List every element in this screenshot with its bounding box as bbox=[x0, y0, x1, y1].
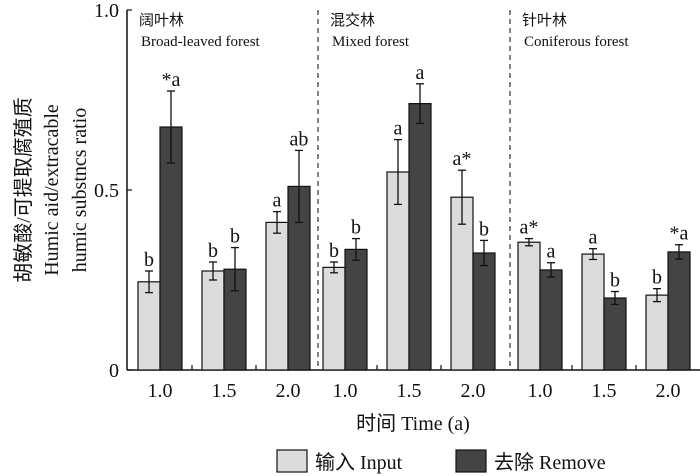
bar-input bbox=[645, 294, 669, 371]
bar-input bbox=[322, 266, 346, 371]
legend: 输入 Input 去除 Remove bbox=[276, 449, 606, 474]
legend-swatch-input bbox=[276, 449, 308, 473]
sig-label-input: b bbox=[329, 240, 339, 262]
sig-label-remove: b bbox=[230, 226, 240, 248]
sig-label-remove: ab bbox=[290, 128, 309, 150]
x-tick-label: 1.5 bbox=[397, 380, 422, 402]
group-title-cn: 针叶林 bbox=[522, 12, 567, 29]
x-tick-label: 1.5 bbox=[212, 380, 237, 402]
group-title-en: Coniferous forest bbox=[524, 34, 629, 50]
y-tick-label: 1.0 bbox=[94, 0, 119, 22]
x-tick-label: 1.5 bbox=[592, 380, 617, 402]
axes: 0 0.5 1.0 阔叶林 Broad-leaved forest 1.0 1.5 2.0 混交… bbox=[94, 0, 700, 402]
legend-label-input: 输入 Input bbox=[315, 451, 403, 474]
legend-swatch-remove bbox=[455, 449, 487, 473]
sig-label-remove: a bbox=[416, 62, 425, 84]
sig-label-input: a bbox=[394, 118, 403, 140]
sig-label-remove: b bbox=[479, 218, 489, 240]
y-axis-label: 胡敏酸/可提取腐殖质 Humic aid/extracable humic subs… bbox=[12, 97, 91, 283]
bar-input bbox=[265, 221, 289, 371]
sig-label-remove: *a bbox=[670, 223, 689, 245]
sig-label-input: a* bbox=[453, 148, 472, 170]
x-tick-label: 2.0 bbox=[461, 380, 486, 402]
legend-label-remove: 去除 Remove bbox=[494, 451, 606, 474]
sig-label-input: a bbox=[589, 227, 598, 249]
bar-remove bbox=[603, 297, 627, 371]
x-tick-label: 2.0 bbox=[276, 380, 301, 402]
y-label-line: humic substncs ratio bbox=[69, 108, 91, 272]
bar-remove bbox=[539, 269, 563, 371]
sig-label-input: b bbox=[208, 240, 218, 262]
bar-input bbox=[201, 270, 225, 371]
sig-label-input: b bbox=[652, 267, 662, 289]
group-title-cn: 混交林 bbox=[330, 11, 375, 29]
bar-input bbox=[581, 253, 605, 371]
y-tick-label: 0 bbox=[109, 360, 119, 382]
group-title-en: Broad-leaved forest bbox=[141, 34, 261, 50]
bar-remove bbox=[472, 252, 496, 371]
bar-remove bbox=[344, 248, 368, 371]
sig-label-remove: b bbox=[610, 270, 620, 292]
x-axis-label: 时间 Time (a) bbox=[356, 412, 470, 435]
y-tick-label: 0.5 bbox=[94, 180, 119, 202]
bar-remove bbox=[667, 251, 691, 371]
x-tick-label: 1.0 bbox=[528, 380, 553, 402]
sig-label-input: b bbox=[144, 249, 154, 271]
sig-label-input: a* bbox=[520, 217, 539, 239]
y-label-line: Humic aid/extracable bbox=[41, 104, 63, 276]
y-label-line: 胡敏酸/可提取腐殖质 bbox=[12, 97, 35, 283]
sig-label-remove: *a bbox=[162, 69, 181, 91]
sig-label-input: a bbox=[273, 190, 282, 212]
bar-input bbox=[517, 241, 541, 371]
group-title-cn: 阔叶林 bbox=[139, 12, 184, 29]
group-title-en: Mixed forest bbox=[332, 34, 410, 50]
x-tick-label: 2.0 bbox=[656, 380, 681, 402]
sig-label-remove: b bbox=[351, 217, 361, 239]
x-tick-label: 1.0 bbox=[148, 380, 173, 402]
bar-input bbox=[137, 281, 161, 371]
bar-remove bbox=[408, 102, 432, 371]
sig-label-remove: a bbox=[547, 241, 556, 263]
x-tick-label: 1.0 bbox=[333, 380, 358, 402]
